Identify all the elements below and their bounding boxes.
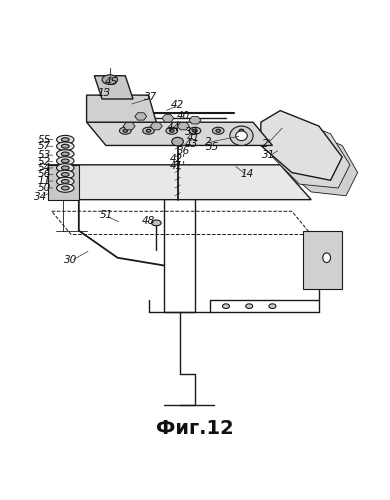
Ellipse shape [57, 164, 74, 172]
Text: 50: 50 [37, 183, 51, 193]
Ellipse shape [269, 304, 276, 308]
Ellipse shape [169, 129, 174, 132]
Ellipse shape [61, 152, 69, 156]
Ellipse shape [323, 253, 331, 262]
Text: 14: 14 [241, 170, 254, 179]
Ellipse shape [216, 129, 221, 132]
Text: 51: 51 [99, 210, 113, 220]
Polygon shape [261, 110, 342, 180]
Polygon shape [135, 112, 147, 120]
Ellipse shape [57, 142, 74, 150]
Ellipse shape [239, 129, 244, 132]
Text: 34: 34 [34, 192, 47, 202]
Text: 56: 56 [37, 170, 51, 179]
Polygon shape [94, 76, 133, 99]
Text: 53: 53 [37, 150, 51, 160]
Polygon shape [87, 122, 273, 146]
Ellipse shape [57, 170, 74, 179]
Ellipse shape [213, 128, 224, 134]
Polygon shape [48, 165, 311, 200]
Ellipse shape [61, 180, 69, 184]
Ellipse shape [146, 129, 151, 132]
Text: 54: 54 [37, 163, 51, 173]
Text: 2: 2 [205, 136, 212, 146]
Polygon shape [177, 122, 190, 130]
Ellipse shape [172, 138, 183, 146]
Ellipse shape [61, 172, 69, 176]
Text: 13: 13 [98, 88, 111, 98]
Text: 44: 44 [167, 123, 180, 133]
Ellipse shape [236, 131, 247, 140]
Ellipse shape [236, 128, 247, 134]
Polygon shape [273, 118, 350, 188]
Text: 37: 37 [144, 92, 157, 102]
Ellipse shape [57, 136, 74, 144]
Ellipse shape [123, 129, 128, 132]
Text: 11: 11 [37, 176, 51, 186]
Text: 45: 45 [105, 76, 119, 86]
Polygon shape [162, 114, 174, 122]
Text: 31: 31 [262, 150, 275, 160]
Text: 55: 55 [37, 134, 51, 144]
Ellipse shape [102, 75, 117, 85]
Bar [303, 230, 342, 288]
Ellipse shape [143, 128, 154, 134]
Ellipse shape [61, 166, 69, 170]
Polygon shape [123, 122, 135, 130]
Text: 41: 41 [186, 132, 200, 142]
Polygon shape [189, 116, 201, 124]
Ellipse shape [119, 128, 131, 134]
Text: 48: 48 [142, 216, 155, 226]
Ellipse shape [61, 144, 69, 148]
Ellipse shape [193, 129, 197, 132]
Text: Фиг.12: Фиг.12 [156, 418, 234, 438]
Text: 57: 57 [37, 141, 51, 151]
Ellipse shape [230, 126, 253, 146]
Text: 40: 40 [177, 112, 190, 122]
Text: 35: 35 [206, 142, 219, 152]
Ellipse shape [57, 150, 74, 158]
Ellipse shape [57, 177, 74, 186]
Ellipse shape [222, 304, 229, 308]
Ellipse shape [166, 128, 177, 134]
Bar [48, 165, 79, 200]
Text: 41': 41' [170, 160, 186, 170]
Text: 43: 43 [184, 138, 198, 148]
Text: 42: 42 [171, 100, 184, 110]
Text: 2': 2' [262, 138, 271, 148]
Ellipse shape [57, 184, 74, 192]
Polygon shape [284, 130, 358, 196]
Polygon shape [150, 122, 162, 130]
Text: 39: 39 [184, 127, 198, 137]
Ellipse shape [246, 304, 253, 308]
Ellipse shape [61, 138, 69, 141]
Ellipse shape [61, 159, 69, 163]
Ellipse shape [57, 156, 74, 165]
Text: 36: 36 [177, 146, 190, 156]
Polygon shape [87, 95, 156, 122]
Ellipse shape [61, 186, 69, 190]
Text: 42': 42' [170, 154, 186, 164]
Text: 52: 52 [37, 156, 51, 166]
Ellipse shape [151, 220, 161, 226]
Text: 30: 30 [64, 254, 78, 264]
Ellipse shape [189, 128, 201, 134]
